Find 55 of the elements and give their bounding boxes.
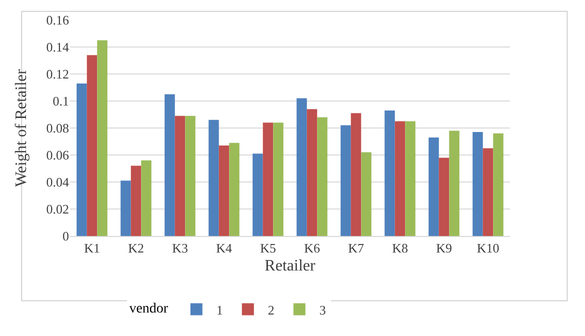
legend-label: 1 bbox=[216, 302, 223, 318]
x-tick-label: K6 bbox=[304, 240, 320, 256]
bar bbox=[208, 120, 219, 236]
y-tick-label: 0.04 bbox=[46, 174, 70, 190]
y-tick-label: 0.14 bbox=[46, 40, 70, 55]
y-tick-label: 0.16 bbox=[46, 12, 70, 28]
legend-title: vendor bbox=[129, 302, 168, 317]
bar bbox=[262, 122, 274, 236]
x-axis-title: Retailer bbox=[264, 257, 316, 274]
y-tick-label: 0.06 bbox=[46, 148, 70, 163]
bar bbox=[340, 125, 351, 236]
bar bbox=[428, 137, 439, 236]
bar bbox=[97, 40, 108, 236]
legend-label: 3 bbox=[319, 302, 326, 318]
bar bbox=[218, 146, 230, 236]
y-tick-label: 0.12 bbox=[46, 66, 69, 82]
bar bbox=[86, 55, 98, 236]
x-tick-label: K8 bbox=[392, 240, 408, 256]
bar bbox=[384, 110, 395, 236]
bar bbox=[164, 94, 175, 236]
x-tick-label: K4 bbox=[216, 240, 232, 256]
x-tick-label: K9 bbox=[436, 240, 452, 256]
y-tick-label: 0.02 bbox=[46, 202, 69, 217]
bar bbox=[120, 180, 131, 236]
x-tick-label: K2 bbox=[128, 240, 144, 256]
bar bbox=[394, 121, 406, 236]
bar bbox=[493, 133, 504, 236]
x-tick-label: K7 bbox=[348, 240, 364, 256]
x-tick-label: K5 bbox=[260, 240, 276, 256]
y-tick-label: 0.08 bbox=[46, 120, 69, 136]
bar bbox=[141, 160, 152, 236]
bar bbox=[438, 158, 450, 236]
bar bbox=[405, 121, 416, 236]
x-tick-label: K10 bbox=[476, 240, 500, 256]
bar bbox=[296, 98, 307, 236]
bar bbox=[350, 113, 362, 236]
bar bbox=[174, 116, 186, 236]
bar bbox=[472, 132, 483, 236]
bar bbox=[482, 148, 494, 236]
bar bbox=[229, 142, 240, 236]
bar bbox=[252, 154, 263, 236]
x-tick-label: K1 bbox=[84, 240, 100, 256]
bar bbox=[273, 122, 284, 236]
y-tick-label: 0 bbox=[62, 228, 69, 244]
x-tick-label: K3 bbox=[172, 240, 188, 256]
y-tick-label: 0.1 bbox=[52, 94, 69, 109]
legend-label: 2 bbox=[268, 302, 274, 318]
y-axis-title: Weight of Retailer bbox=[13, 68, 30, 187]
bar bbox=[317, 117, 328, 236]
bar bbox=[76, 83, 87, 236]
bar bbox=[306, 109, 318, 236]
bar bbox=[449, 130, 460, 236]
bar bbox=[185, 116, 196, 236]
bar bbox=[130, 166, 142, 236]
bar bbox=[361, 152, 372, 236]
